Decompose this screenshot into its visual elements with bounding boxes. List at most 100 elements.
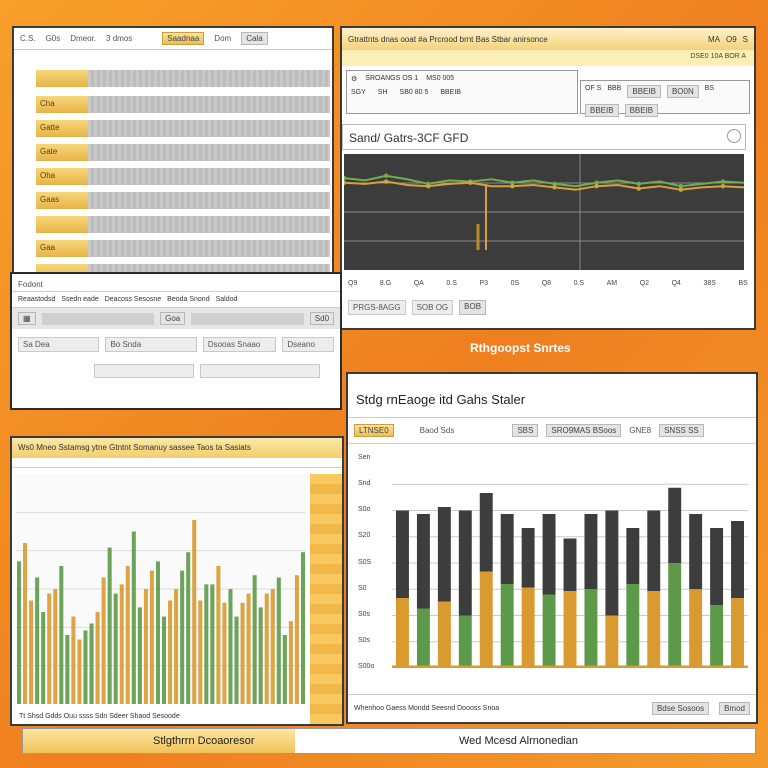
chart2-header: Ws0 Mneo Sstamsg ytne Gtntnt Somanuy sas…	[12, 438, 342, 458]
bar	[270, 589, 275, 704]
y-tick-label: S0o	[358, 506, 371, 514]
form-title: Fodont	[18, 280, 43, 289]
bar	[300, 552, 305, 704]
chart1-filter-box-2: OF S BBB BBEIB BO0N BS BBEIB BBEIB	[580, 80, 750, 117]
filter-button[interactable]: BBEIB	[585, 104, 619, 117]
bar	[53, 589, 58, 704]
footer-field[interactable]: SOB OG	[411, 300, 454, 315]
form-field[interactable]	[200, 364, 320, 378]
toolbar-item[interactable]: Dmeor.	[70, 34, 97, 43]
toolbar-item[interactable]: C.S.	[20, 34, 36, 43]
bar-top	[626, 528, 640, 584]
gear-icon[interactable]: ⚙	[351, 76, 358, 83]
list-item[interactable]: Gatte	[36, 120, 330, 137]
list-item-tag: Gaas	[36, 192, 88, 209]
bar-top	[521, 528, 535, 588]
list-item[interactable]	[36, 216, 330, 233]
toolbar-item[interactable]: Baod Sds	[419, 426, 455, 435]
form-field[interactable]: Dseano	[282, 337, 334, 352]
y-tick-label: S0S	[358, 558, 372, 566]
header-badge[interactable]: O9	[725, 34, 737, 44]
list-item[interactable]: Gaas	[36, 192, 330, 209]
toolbar-button[interactable]: SBS	[512, 424, 539, 437]
list-item-fill	[88, 120, 330, 137]
x-tick-label: Q9	[348, 280, 358, 287]
toolbar-button[interactable]: Saadnaa	[162, 32, 205, 45]
bar-top	[689, 514, 703, 590]
header-badge[interactable]: MA	[707, 34, 720, 44]
form-field[interactable]: Sa Dea	[18, 337, 100, 352]
bar-top	[479, 493, 493, 572]
footer-button[interactable]: Bmod	[719, 702, 750, 715]
form-field[interactable]	[94, 364, 194, 378]
toolbar-button[interactable]: Cala	[241, 32, 268, 45]
toolbar-item[interactable]: 3 dmos	[106, 34, 133, 43]
filter-button[interactable]: BO0N	[666, 85, 699, 98]
list-item-fill	[88, 216, 330, 233]
y-tick-label: Snd	[358, 480, 371, 488]
bar-top	[668, 487, 682, 563]
toolbar-item[interactable]: G0s	[45, 34, 61, 43]
bar	[155, 561, 160, 704]
list-item[interactable]	[36, 264, 330, 272]
list-item-fill	[88, 144, 330, 161]
list-item-tag: Gaa	[36, 240, 88, 257]
bottom-left-label: Stlgthrrn Dcoaoresor	[153, 735, 255, 747]
list-item[interactable]	[36, 70, 330, 87]
list-item[interactable]: Cha	[36, 96, 330, 113]
data-point	[344, 180, 347, 185]
grid-icon[interactable]: ▦	[18, 312, 36, 325]
bar	[131, 531, 136, 704]
bar-top	[731, 521, 744, 598]
toolbar-item[interactable]: Dom	[214, 34, 232, 43]
list-item-fill	[88, 168, 330, 185]
form-button[interactable]: Sd0	[309, 312, 335, 325]
list-item-tag: Oha	[36, 168, 88, 185]
bottom-left-tab[interactable]: Stlgthrrn Dcoaoresor	[23, 729, 295, 753]
bar	[264, 593, 269, 704]
bar	[107, 547, 112, 704]
chart1-header: Gtrattnts dnas ooat #a Prcrood brnt Bas …	[342, 28, 754, 50]
form-field[interactable]: Bo Snda	[105, 337, 197, 352]
chart3-toolbar: LTNSE0 Baod Sds SBS SRO9MAS BSoos GNE8 S…	[348, 418, 756, 444]
header-badge[interactable]: S	[742, 34, 748, 44]
y-tick-label: S0	[358, 584, 367, 592]
bar-top	[416, 514, 430, 609]
chart2-subbar	[12, 458, 342, 468]
form-toolbar: ▦ Goa Sd0	[12, 308, 340, 329]
list-item[interactable]: Gaa	[36, 240, 330, 257]
toolbar-button[interactable]: LTNSE0	[354, 424, 394, 437]
footer-button[interactable]: Bdse Sosoos	[651, 702, 710, 715]
bar-base	[542, 594, 556, 668]
bar-base	[396, 598, 409, 668]
toolbar-button[interactable]: SNSS SS	[659, 424, 704, 437]
data-point	[678, 187, 684, 192]
y-tick-label: S0s	[358, 636, 371, 644]
x-tick-label: 0.S	[573, 280, 585, 287]
toolbar-item[interactable]: GNE8	[629, 426, 652, 435]
bar-base	[437, 601, 451, 668]
footer-field[interactable]: PRGS-8AGG	[348, 300, 406, 315]
chart3-y-axis: Sen Snd S0o S20 S0S S0 S0s S0s S00o	[358, 454, 374, 670]
bar	[240, 602, 245, 704]
list-item-fill	[88, 96, 330, 113]
form-button[interactable]: Goa	[160, 312, 186, 325]
form-field[interactable]: Dsooas Snaao	[202, 337, 277, 352]
help-icon[interactable]	[727, 129, 741, 143]
x-tick-label: QA	[413, 280, 424, 287]
form-label: Deacoss Sesosne	[104, 296, 162, 303]
bar	[186, 552, 191, 704]
list-item[interactable]: Oha	[36, 168, 330, 185]
bar	[204, 584, 209, 704]
filter-button[interactable]: BBEIB	[624, 104, 659, 117]
series-line	[344, 174, 744, 188]
y-tick-label: Sen	[358, 454, 371, 461]
form-row-3	[12, 354, 340, 388]
filter-button[interactable]: BBEIB	[627, 85, 661, 98]
footer-button[interactable]: BOB	[459, 300, 487, 315]
bar-top	[563, 538, 577, 591]
bar-top	[542, 514, 556, 595]
toolbar-button[interactable]: SRO9MAS BSoos	[546, 424, 622, 437]
x-tick-label: 38S	[703, 280, 716, 287]
list-item[interactable]: Gate	[36, 144, 330, 161]
